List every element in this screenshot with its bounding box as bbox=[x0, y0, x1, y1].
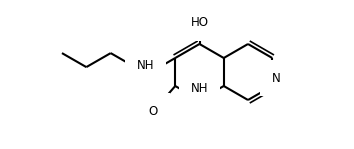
Text: NH: NH bbox=[137, 59, 155, 72]
Text: HO: HO bbox=[190, 16, 209, 29]
Text: O: O bbox=[149, 105, 158, 118]
Text: NH: NH bbox=[191, 83, 208, 96]
Text: N: N bbox=[272, 72, 281, 84]
